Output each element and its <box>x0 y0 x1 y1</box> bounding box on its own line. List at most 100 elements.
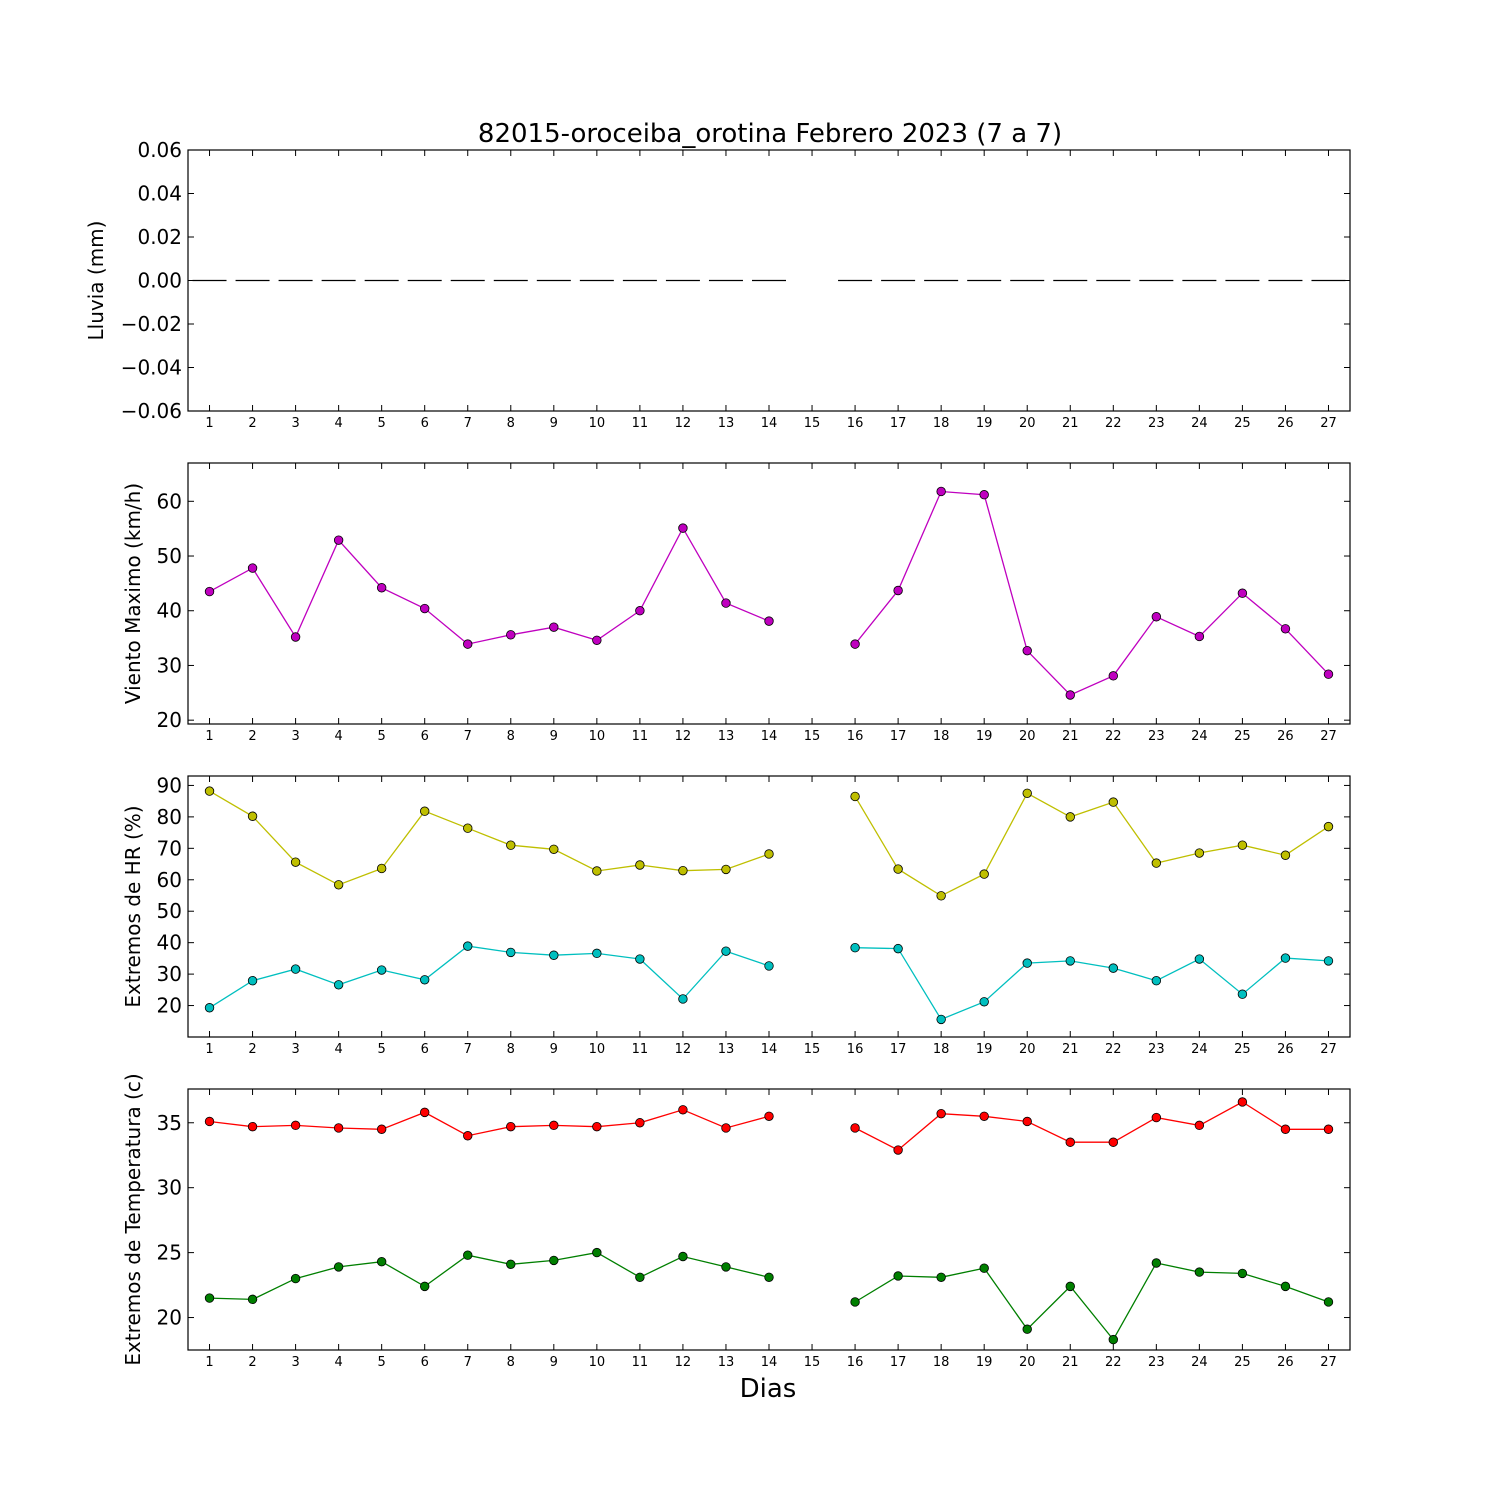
data-point <box>1065 690 1075 700</box>
data-point <box>290 1120 301 1131</box>
data-point <box>1065 956 1075 966</box>
x-tick-label: 21 <box>1062 729 1079 744</box>
x-tick-label: 15 <box>804 416 821 431</box>
data-point <box>204 1116 215 1127</box>
panels: −0.06−0.04−0.020.000.020.040.061 2 3 4 5 6 7 8 9… <box>84 138 1351 1370</box>
x-tick-label: 27 <box>1320 416 1337 431</box>
data-point <box>1237 588 1248 598</box>
data-point <box>979 869 989 879</box>
x-tick-label: 6 <box>421 1042 429 1057</box>
x-tick-label: 11 <box>632 729 649 744</box>
x-tick-label: 26 <box>1277 1355 1294 1370</box>
data-point <box>290 964 301 974</box>
data-point <box>1323 1124 1334 1134</box>
x-tick-label: 20 <box>1019 1042 1036 1057</box>
y-tick-label: 35 <box>157 1111 182 1135</box>
data-point <box>678 1105 688 1115</box>
x-tick-label: 26 <box>1277 416 1294 431</box>
series-1 <box>204 1097 1334 1155</box>
data-point <box>592 948 602 959</box>
data-point <box>721 1262 731 1272</box>
y-axis-label: Viento Maximo (km/h) <box>121 483 145 704</box>
x-tick-label: 27 <box>1320 1042 1337 1057</box>
y-tick-label: 0.00 <box>137 269 182 293</box>
x-tick-label: 5 <box>378 1355 386 1370</box>
x-tick-label: 7 <box>464 1355 472 1370</box>
data-point <box>592 866 602 876</box>
series-2 <box>204 941 1334 1025</box>
data-point <box>893 1271 903 1281</box>
data-point <box>1151 858 1162 868</box>
series-line <box>209 790 770 886</box>
data-point <box>204 586 215 597</box>
y-tick-label: 50 <box>157 544 182 568</box>
x-tick-label: 21 <box>1062 1355 1079 1370</box>
y-tick-label: 0.06 <box>137 138 182 162</box>
x-tick-label: 24 <box>1191 1355 1208 1370</box>
y-tick-label: 80 <box>157 805 182 829</box>
series-line <box>209 1251 770 1301</box>
data-point <box>1194 631 1205 642</box>
x-tick-label: 2 <box>248 1355 256 1370</box>
x-tick-label: 12 <box>675 729 692 744</box>
y-tick-label: 40 <box>157 599 182 623</box>
x-tick-label: 25 <box>1234 729 1251 744</box>
series-line <box>209 1109 770 1137</box>
x-tick-label: 18 <box>933 729 950 744</box>
data-point <box>850 942 860 953</box>
data-point <box>463 639 473 649</box>
x-tick-label: 14 <box>761 729 778 744</box>
x-tick-label: 3 <box>291 416 299 431</box>
data-point <box>420 1107 430 1118</box>
y-tick-label: −0.02 <box>121 312 182 336</box>
x-tick-label: 5 <box>378 1042 386 1057</box>
x-axis-label: Dias <box>740 1374 797 1404</box>
data-point <box>635 954 645 964</box>
data-point <box>1280 1281 1291 1292</box>
data-point <box>247 811 258 821</box>
x-tick-label: 12 <box>675 416 692 431</box>
data-point <box>678 1251 688 1262</box>
x-tick-label: 2 <box>248 1042 256 1057</box>
y-tick-label: 90 <box>157 773 182 797</box>
data-point <box>1022 958 1032 968</box>
data-point <box>420 603 430 614</box>
x-tick-label: 17 <box>890 1355 907 1370</box>
data-point <box>1280 850 1291 860</box>
data-point <box>1280 1124 1291 1134</box>
x-tick-label: 1 <box>205 1042 213 1057</box>
data-point <box>936 1014 946 1025</box>
x-tick-label: 8 <box>507 729 515 744</box>
data-point <box>247 1121 258 1132</box>
data-point <box>376 1124 387 1134</box>
data-point <box>893 943 903 954</box>
x-tick-label: 3 <box>291 729 299 744</box>
data-point <box>1237 1097 1248 1107</box>
data-point <box>635 1272 645 1282</box>
y-tick-label: 0.02 <box>137 225 182 249</box>
data-point <box>592 1247 602 1258</box>
data-point <box>290 1273 301 1284</box>
series-line <box>209 526 770 645</box>
x-tick-label: 14 <box>761 1355 778 1370</box>
x-tick-label: 19 <box>976 416 993 431</box>
series-2 <box>204 1247 1334 1345</box>
x-tick-label: 22 <box>1105 1042 1122 1057</box>
data-point <box>549 950 559 960</box>
data-point <box>979 490 989 500</box>
data-point <box>721 598 731 608</box>
x-tick-label: 10 <box>589 416 606 431</box>
y-tick-label: 70 <box>157 836 182 860</box>
data-point <box>1323 1297 1334 1307</box>
data-point <box>592 635 602 645</box>
x-tick-label: 9 <box>550 1355 558 1370</box>
data-point <box>290 857 301 867</box>
x-tick-label: 10 <box>589 1355 606 1370</box>
series-line <box>854 1101 1329 1151</box>
data-point <box>204 786 215 796</box>
x-tick-label: 14 <box>761 1042 778 1057</box>
x-tick-label: 16 <box>847 416 864 431</box>
y-tick-label: 60 <box>157 489 182 513</box>
x-tick-label: 23 <box>1148 416 1165 431</box>
x-tick-label: 6 <box>421 1355 429 1370</box>
